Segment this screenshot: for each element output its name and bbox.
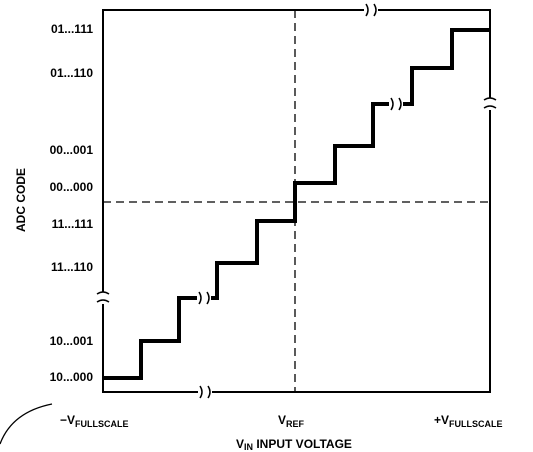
x-axis-title-rest: INPUT VOLTAGE: [253, 437, 352, 451]
y-label: 01...110: [50, 66, 93, 80]
y-label: 00...001: [50, 143, 94, 157]
x-label-sub: FULLSCALE: [75, 419, 129, 429]
break-marks: [96, 3, 497, 399]
x-axis-title-sub: IN: [244, 442, 253, 452]
y-label: 11...111: [52, 217, 94, 231]
x-label: +VFULLSCALE: [434, 413, 503, 429]
plot-frame: [102, 9, 491, 393]
x-axis-title: VIN INPUT VOLTAGE: [236, 437, 352, 452]
x-label-sub: FULLSCALE: [449, 419, 503, 429]
x-label: −VFULLSCALE: [60, 413, 129, 429]
x-label-main: −V: [60, 413, 75, 427]
y-label: 00...000: [50, 180, 94, 194]
x-label-main: V: [278, 413, 286, 427]
x-axis-title-main: V: [236, 437, 244, 451]
y-label: 01...111: [51, 22, 93, 36]
y-label: 10...001: [50, 334, 94, 348]
transfer-staircase: [103, 28, 490, 380]
x-label-main: +V: [434, 413, 449, 427]
decorative-arc: [0, 403, 53, 445]
y-labels: 01...111 01...110 00...001 00...000 11...111…: [50, 22, 94, 384]
y-label: 10...000: [50, 370, 94, 384]
y-label: 11...110: [51, 260, 93, 274]
x-label-sub: REF: [286, 419, 305, 429]
y-axis-title: ADC CODE: [14, 168, 28, 232]
x-label: VREF: [278, 413, 305, 429]
